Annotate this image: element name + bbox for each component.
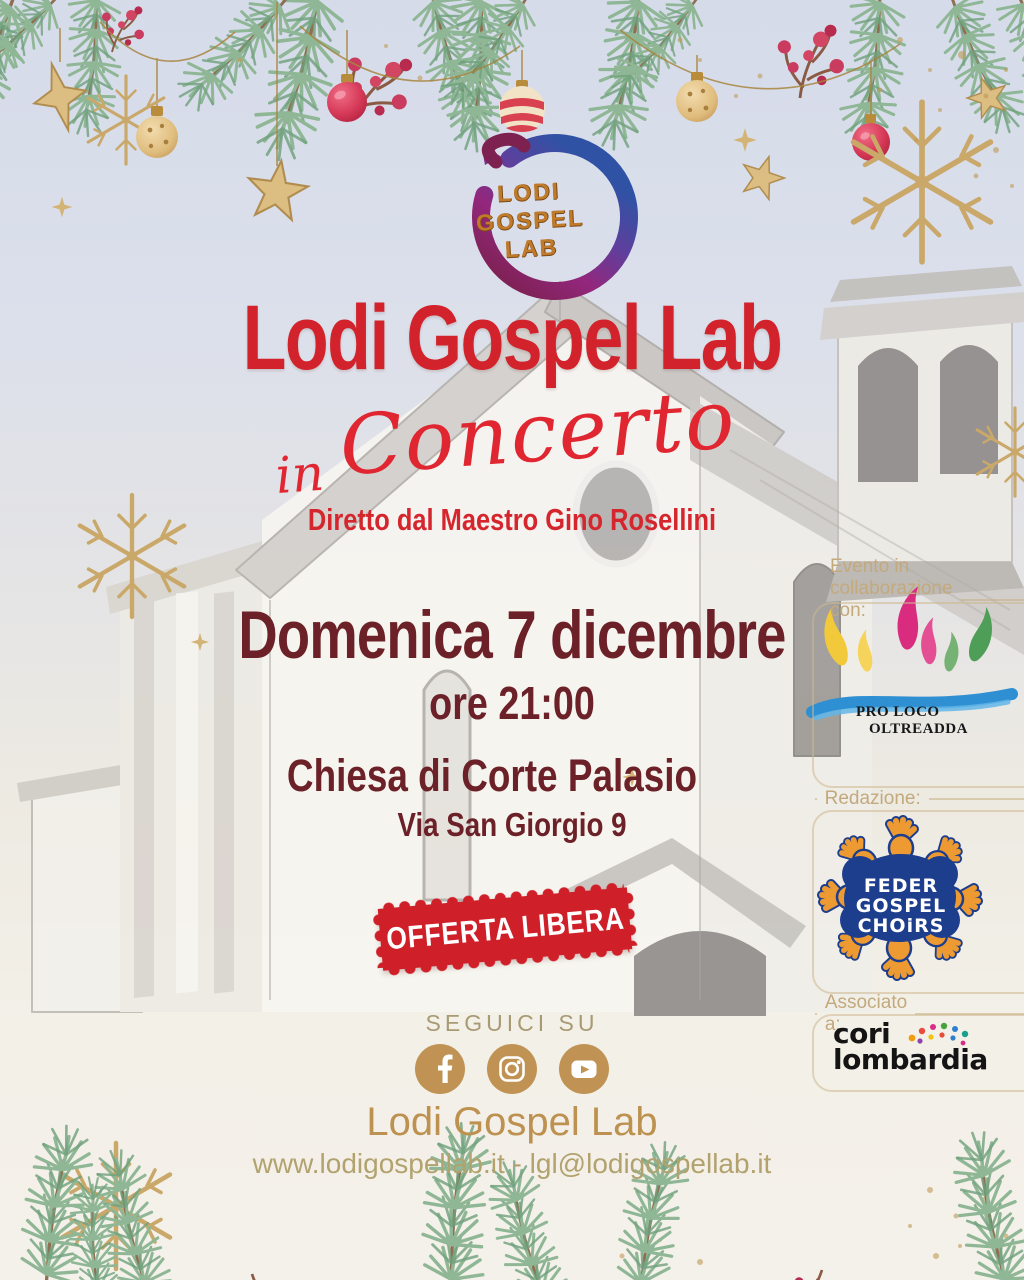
collab-label-line1: Evento in: [830, 556, 910, 577]
event-address: Via San Giorgio 9: [397, 806, 627, 843]
associato-partner-box: [812, 1014, 1024, 1092]
berries-bottom-right: [772, 1265, 838, 1280]
feder-gospel-choirs-logo: [817, 815, 983, 981]
footer-contacts: www.lodigospellab.it - lgl@lodigospellab…: [252, 1148, 772, 1179]
cori-line2: lombardia: [833, 1042, 988, 1076]
offerta-libera-badge: OFFERTA LIBERA: [372, 887, 638, 971]
footer-brand: Lodi Gospel Lab: [366, 1100, 658, 1144]
director-line: Diretto dal Maestro Gino Rosellini: [307, 502, 717, 537]
sparkle-center: [733, 128, 757, 152]
red-bauble-left: [327, 74, 367, 122]
event-venue: Chiesa di Corte Palasio: [286, 750, 698, 801]
badge-label: OFFERTA LIBERA: [384, 900, 626, 957]
logo-brush-circle: [472, 132, 638, 300]
collab-partner-box: [812, 602, 1024, 788]
berries-top-left: [101, 5, 145, 53]
youtube-icon: [559, 1044, 609, 1094]
redazione-partner-box: [812, 810, 1024, 994]
follow-label: SEGUICI SU: [425, 1010, 599, 1036]
pro-loco-line1: PRO LOCO: [856, 704, 940, 720]
ornament-strings: [59, 2, 901, 166]
subtitle-in: in: [273, 443, 326, 506]
gold-bauble-2: [676, 72, 718, 122]
poster-title: Lodi Gospel Lab: [242, 287, 783, 389]
pro-loco-logo-art: [806, 583, 1018, 721]
sparkle-left: [51, 196, 73, 218]
gold-bauble-1: [136, 106, 178, 158]
feder-logo-text: FEDER GOSPEL CHOiRS: [855, 875, 947, 937]
lodi-gospel-lab-logo: LODI GOSPEL LAB: [453, 174, 607, 266]
collab-label-line2: collaborazione con:: [830, 578, 1024, 622]
cori-lombardia-dots: [908, 1022, 969, 1046]
berries-bottom-left: [236, 1269, 304, 1280]
facebook-icon: [415, 1044, 465, 1094]
event-time: ore 21:00: [429, 677, 595, 729]
gold-star5-center: [735, 149, 791, 203]
social-icons-row: [0, 1044, 1024, 1094]
gold-star5-ornament: [242, 155, 313, 223]
striped-bauble: [499, 80, 545, 132]
cori-line1: cori: [833, 1017, 891, 1050]
pro-loco-line2: OLTREADDA: [869, 721, 968, 737]
instagram-icon: [487, 1044, 537, 1094]
event-date: Domenica 7 dicembre: [238, 597, 786, 673]
redazione-label: Redazione:: [815, 788, 1024, 810]
cori-lombardia-logo: cori lombardia: [833, 1017, 988, 1076]
